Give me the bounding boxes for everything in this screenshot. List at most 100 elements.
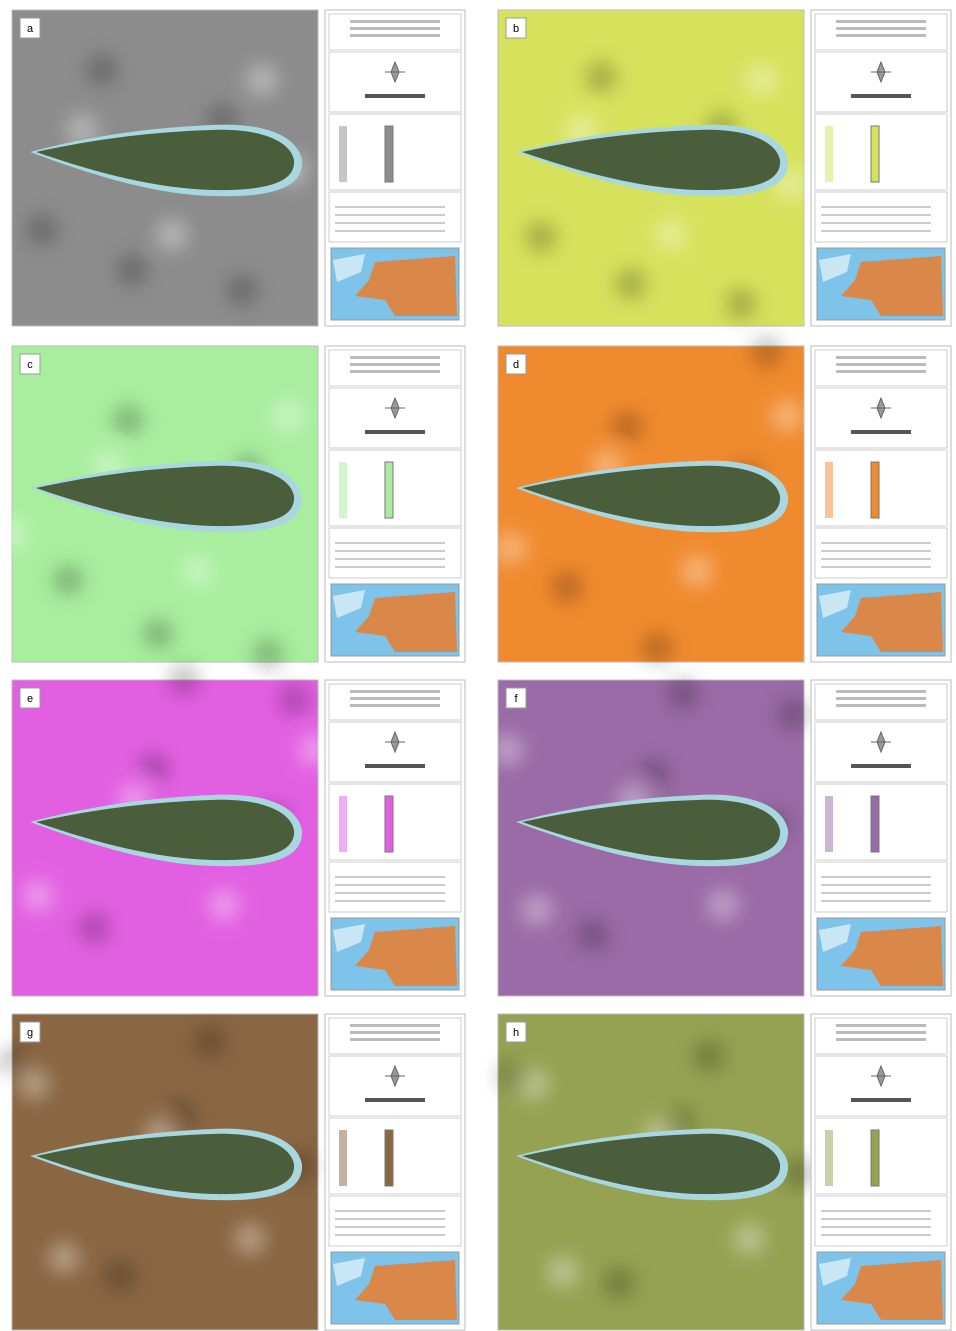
panel: f <box>491 678 951 996</box>
shade-blob <box>641 632 673 664</box>
note-line <box>821 1234 931 1236</box>
legend-sidebar <box>811 346 951 662</box>
shade-blob <box>495 532 527 564</box>
legend-ramp <box>385 126 393 182</box>
note-line <box>335 892 445 894</box>
scale-bar <box>365 764 425 768</box>
scale-bar <box>851 764 911 768</box>
note-line <box>335 222 445 224</box>
shade-blob <box>104 1260 136 1292</box>
note-line <box>821 1226 931 1228</box>
note-line <box>821 542 931 544</box>
panel-label: g <box>27 1027 33 1039</box>
shade-blob <box>777 698 809 730</box>
note-line <box>821 214 931 216</box>
note-line <box>821 1218 931 1220</box>
panel: h <box>497 1014 951 1330</box>
note-line <box>335 1226 445 1228</box>
shade-blob <box>681 555 713 587</box>
shade-blob <box>272 400 304 432</box>
title-line <box>836 704 926 707</box>
shade-blob <box>22 880 54 912</box>
note-line <box>335 1234 445 1236</box>
title-line <box>836 1038 926 1041</box>
title-line <box>350 370 440 373</box>
title-line <box>350 1031 440 1034</box>
panel-label: e <box>27 693 33 705</box>
shade-blob <box>783 1157 815 1189</box>
title-line <box>350 356 440 359</box>
title-line <box>836 370 926 373</box>
shade-blob <box>168 664 200 696</box>
legend-sidebar <box>325 10 465 326</box>
panel-label: a <box>27 23 34 35</box>
title-line <box>350 34 440 37</box>
title-line <box>836 27 926 30</box>
note-line <box>335 876 445 878</box>
shade-blob <box>156 219 188 251</box>
legend-ramp <box>385 462 393 518</box>
panel: c <box>0 346 465 670</box>
panel-label: h <box>513 1027 519 1039</box>
legend-ramp <box>871 1130 879 1186</box>
title-line <box>350 690 440 693</box>
shade-blob <box>525 221 557 253</box>
title-line <box>836 34 926 37</box>
title-line <box>836 356 926 359</box>
scale-bar <box>365 1098 425 1102</box>
shade-blob <box>182 555 214 587</box>
note-line <box>335 214 445 216</box>
shade-blob <box>164 1100 196 1132</box>
shade-blob <box>252 638 284 670</box>
panel-label: d <box>513 359 519 371</box>
shade-blob <box>771 400 803 432</box>
note-line <box>335 550 445 552</box>
note-line <box>335 884 445 886</box>
shade-blob <box>112 404 144 436</box>
shade-blob <box>577 919 609 951</box>
shade-blob <box>667 678 699 710</box>
scale-bar <box>851 94 911 98</box>
scale-bar <box>851 1098 911 1102</box>
note-line <box>335 206 445 208</box>
note-line <box>821 900 931 902</box>
legend-ramp-light <box>825 796 833 852</box>
note-line <box>335 900 445 902</box>
note-line <box>335 230 445 232</box>
legend-ramp <box>385 796 393 852</box>
title-line <box>836 690 926 693</box>
title-line <box>836 697 926 700</box>
legend-ramp <box>871 126 879 182</box>
figure: abcdefgh <box>0 0 956 1331</box>
title-line <box>836 20 926 23</box>
shade-blob <box>615 268 647 300</box>
shade-blob <box>86 54 118 86</box>
note-line <box>821 550 931 552</box>
shade-blob <box>194 1026 226 1058</box>
shade-blob <box>26 214 58 246</box>
note-line <box>335 1218 445 1220</box>
shade-blob <box>246 64 278 96</box>
note-line <box>821 884 931 886</box>
shade-blob <box>585 61 617 93</box>
shade-blob <box>497 1060 529 1092</box>
legend-ramp-light <box>825 1130 833 1186</box>
note-line <box>821 566 931 568</box>
note-line <box>335 566 445 568</box>
shade-blob <box>637 759 669 791</box>
note-line <box>821 1210 931 1212</box>
shade-blob <box>655 219 687 251</box>
legend-sidebar <box>811 10 951 326</box>
legend-ramp-light <box>825 126 833 182</box>
panel: a <box>12 10 465 326</box>
title-line <box>836 1024 926 1027</box>
shade-blob <box>226 274 258 306</box>
title-line <box>350 20 440 23</box>
title-line <box>350 1038 440 1041</box>
panel: e <box>12 664 465 996</box>
title-line <box>350 697 440 700</box>
legend-sidebar <box>811 1014 951 1330</box>
shade-blob <box>234 1223 266 1255</box>
shade-blob <box>707 889 739 921</box>
legend-sidebar <box>811 680 951 996</box>
